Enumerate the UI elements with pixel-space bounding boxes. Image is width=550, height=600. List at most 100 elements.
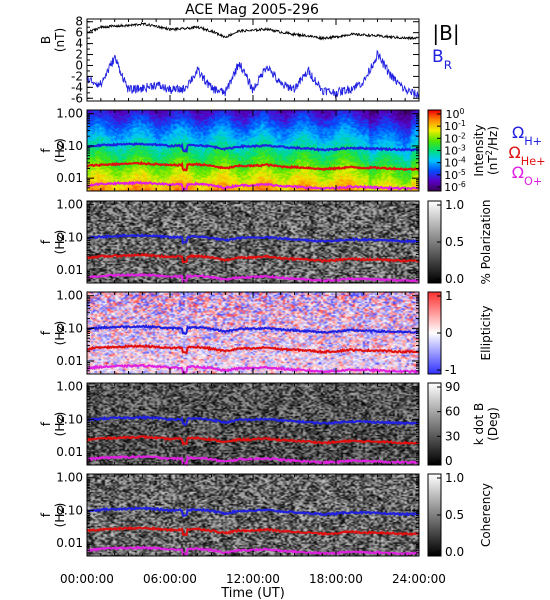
colorbar bbox=[428, 110, 441, 191]
spectrogram-image bbox=[87, 474, 419, 556]
colorbar-unit: (Deg) bbox=[486, 407, 500, 441]
y-tick-label: 2 bbox=[75, 48, 83, 62]
colorbar-tick-label: 10-1 bbox=[444, 119, 466, 134]
colorbar-tick-label: 0.0 bbox=[445, 272, 464, 286]
colorbar-tick-label: 1.0 bbox=[445, 198, 464, 212]
colorbar-tick-label: 30 bbox=[445, 429, 460, 443]
series-line-b-r bbox=[86, 49, 420, 100]
colorbar bbox=[428, 201, 441, 283]
x-tick-label: 06:00:00 bbox=[143, 572, 197, 586]
gyrofrequency-line-h-plus bbox=[87, 505, 420, 517]
y-tick-label: 1.00 bbox=[56, 107, 83, 121]
x-tick-label: 00:00:00 bbox=[60, 572, 114, 586]
gyrofrequency-line-h-plus bbox=[86, 323, 420, 336]
legend-omega-0: ΩH+ bbox=[512, 123, 542, 148]
gyrofrequency-line-h-plus bbox=[87, 233, 420, 245]
colorbar-tick-label: 60 bbox=[445, 405, 460, 419]
gyrofrequency-line-he-plus bbox=[86, 160, 420, 172]
y-tick-label: 1.00 bbox=[56, 198, 83, 212]
gyrofrequency-line-he-plus bbox=[86, 525, 420, 537]
gyrofrequency-line-he-plus bbox=[86, 343, 420, 356]
colorbar-frame bbox=[427, 382, 442, 466]
colorbar-label: k dot B bbox=[472, 403, 486, 445]
y-tick-label: 0.10 bbox=[56, 412, 83, 426]
colorbar-tick-label: 1.0 bbox=[445, 471, 464, 485]
y-tick-label: 4 bbox=[75, 37, 83, 51]
y-axis-label: f bbox=[39, 330, 53, 335]
colorbar-tick-label: 0.5 bbox=[445, 235, 464, 249]
y-tick-label: 1.00 bbox=[56, 289, 83, 303]
y-tick-label: 0.01 bbox=[56, 445, 83, 459]
colorbar-label: Intensity bbox=[472, 124, 486, 176]
legend-omega-1: ΩHe+ bbox=[509, 143, 546, 168]
colorbar bbox=[428, 474, 441, 556]
legend-b-total: |B| bbox=[432, 21, 459, 45]
colorbar-tick-label: 10-2 bbox=[444, 131, 466, 146]
spectrogram-image bbox=[87, 201, 419, 283]
colorbar-tick-label: 100 bbox=[446, 107, 465, 122]
y-axis-unit: (nT) bbox=[53, 28, 67, 52]
gyrofrequency-line-h-plus bbox=[86, 141, 420, 154]
x-tick-label: 18:00:00 bbox=[309, 572, 363, 586]
colorbar-tick-label: 0.0 bbox=[445, 545, 464, 559]
y-tick-label: -6 bbox=[71, 91, 83, 105]
y-tick-label: 1.00 bbox=[56, 380, 83, 394]
legend-omega-2: ΩO+ bbox=[512, 163, 542, 188]
gyrofrequency-line-o-plus bbox=[86, 545, 420, 557]
y-tick-label: 0 bbox=[75, 58, 83, 72]
colorbar bbox=[428, 292, 441, 374]
colorbar-tick-label: 10-6 bbox=[444, 180, 466, 195]
colorbar-label: % Polarization bbox=[479, 200, 493, 285]
spectrogram-image bbox=[87, 292, 419, 374]
y-axis-label: f bbox=[39, 148, 53, 153]
y-axis-label: f bbox=[39, 421, 53, 426]
spectrogram-image bbox=[87, 383, 419, 465]
gyrofrequency-line-he-plus bbox=[86, 435, 420, 446]
x-tick-label: 12:00:00 bbox=[226, 572, 280, 586]
y-tick-label: 0.10 bbox=[56, 230, 83, 244]
y-axis-label: f bbox=[39, 239, 53, 244]
colorbar-tick-label: 0 bbox=[445, 326, 453, 340]
colorbar-label: Coherency bbox=[479, 483, 493, 547]
colorbar-tick-label: -1 bbox=[445, 363, 457, 377]
y-axis-label: B bbox=[39, 36, 53, 44]
y-tick-label: -2 bbox=[71, 69, 83, 83]
y-axis-label: f bbox=[39, 512, 53, 517]
y-tick-label: 0.10 bbox=[56, 503, 83, 517]
spectrogram-image bbox=[87, 110, 419, 191]
y-tick-label: 0.10 bbox=[56, 139, 83, 153]
chart-title: ACE Mag 2005-296 bbox=[185, 2, 319, 18]
colorbar-tick-label: 0 bbox=[445, 454, 453, 468]
y-axis-unit: (Hz) bbox=[53, 321, 67, 346]
colorbar-tick-label: 10-4 bbox=[444, 155, 466, 170]
x-axis-label: Time (UT) bbox=[220, 586, 285, 600]
gyrofrequency-line-he-plus bbox=[86, 252, 420, 264]
y-axis-unit: (Hz) bbox=[53, 138, 67, 163]
colorbar-tick-label: 10-5 bbox=[444, 167, 466, 182]
y-tick-label: 6 bbox=[75, 26, 83, 40]
colorbar-tick-label: 0.5 bbox=[445, 508, 464, 522]
y-tick-label: 8 bbox=[75, 15, 83, 29]
y-tick-label: 0.10 bbox=[56, 321, 83, 335]
y-axis-unit: (Hz) bbox=[53, 412, 67, 437]
y-tick-label: 0.01 bbox=[56, 171, 83, 185]
gyrofrequency-line-o-plus bbox=[86, 363, 420, 375]
y-tick-label: 0.01 bbox=[56, 354, 83, 368]
y-axis-unit: (Hz) bbox=[53, 230, 67, 255]
y-tick-label: 0.01 bbox=[56, 536, 83, 550]
colorbar-tick-label: 1 bbox=[445, 289, 453, 303]
x-tick-label: 24:00:00 bbox=[392, 572, 446, 586]
colorbar-tick-label: 90 bbox=[445, 380, 460, 394]
y-tick-label: 0.01 bbox=[56, 263, 83, 277]
series-line-b-total bbox=[86, 21, 420, 41]
colorbar-tick-label: 10-3 bbox=[444, 143, 466, 158]
y-axis-unit: (Hz) bbox=[53, 503, 67, 528]
gyrofrequency-line-o-plus bbox=[86, 272, 420, 284]
colorbar-label: Ellipticity bbox=[479, 306, 493, 361]
colorbar bbox=[428, 383, 441, 465]
gyrofrequency-line-h-plus bbox=[86, 414, 420, 426]
legend-b-r: BR bbox=[432, 47, 452, 72]
colorbar-unit: (nT2/Hz) bbox=[484, 126, 500, 175]
y-tick-label: 1.00 bbox=[56, 471, 83, 485]
